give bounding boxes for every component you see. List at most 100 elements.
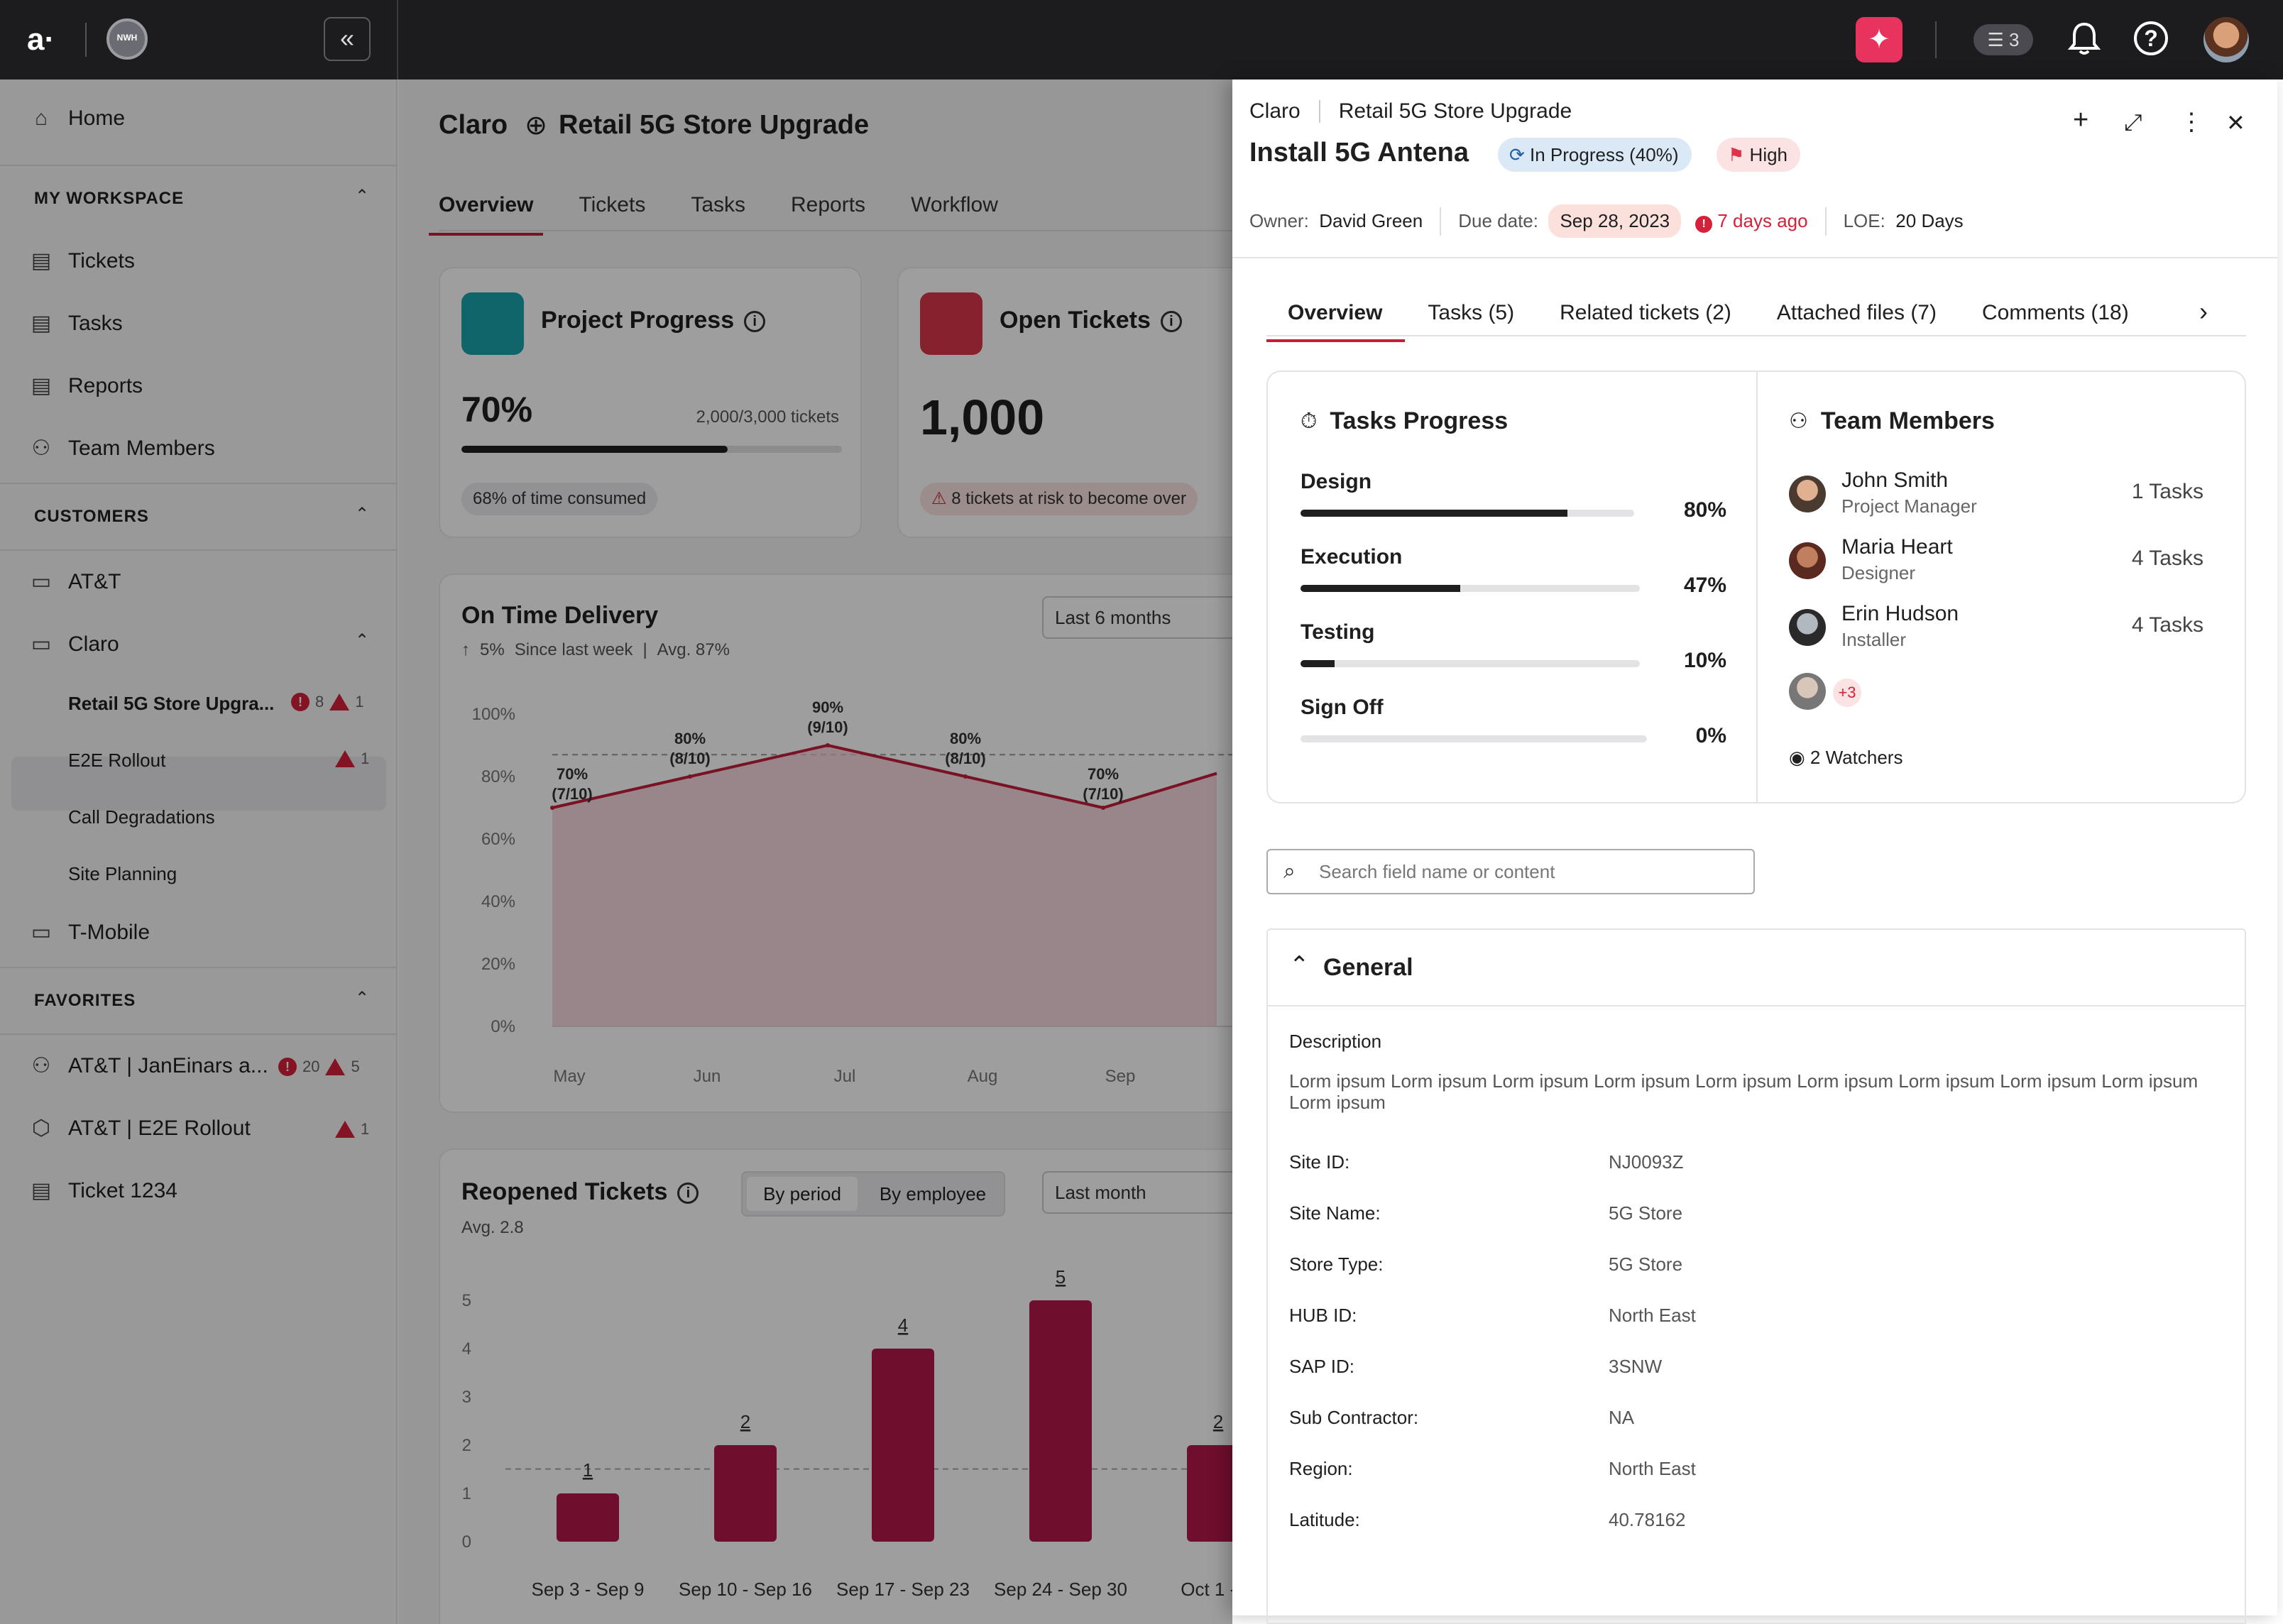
chevron-up-icon[interactable]: ⌃ — [355, 989, 370, 1008]
search-icon: ⌕ — [1283, 860, 1296, 883]
field-value[interactable]: 40.78162 — [1609, 1509, 1686, 1530]
tab-overview[interactable]: Overview — [428, 193, 544, 236]
section-customers[interactable]: CUSTOMERS — [34, 507, 149, 526]
member-name[interactable]: John Smith — [1841, 468, 1949, 492]
field-search-input[interactable]: ⌕ Search field name or content — [1266, 849, 1755, 894]
toggle-by-employee[interactable]: By employee — [879, 1183, 987, 1205]
breadcrumb-customer[interactable]: Claro — [439, 110, 508, 140]
sidebar-item-claro[interactable]: ▭ Claro — [0, 632, 398, 657]
favorite-item-att-janeinars[interactable]: ⚇ AT&T | JanEinars a... — [0, 1053, 398, 1078]
warning-count: 1 — [361, 1120, 370, 1138]
sidebar-item-home[interactable]: ⌂ Home — [0, 106, 398, 131]
field-value[interactable]: NJ0093Z — [1609, 1151, 1684, 1173]
status-badge[interactable]: ⟳ In Progress (40%) — [1498, 138, 1692, 172]
selected-item-highlight — [11, 757, 386, 811]
close-icon[interactable]: ✕ — [2226, 110, 2245, 136]
more-members-badge[interactable]: +3 — [1833, 679, 1861, 707]
app-logo[interactable]: a· — [27, 22, 55, 57]
modal-backdrop[interactable] — [0, 79, 1232, 1624]
section-favorites[interactable]: FAVORITES — [34, 991, 136, 1010]
field-value[interactable]: 5G Store — [1609, 1202, 1683, 1224]
watchers-text: 2 Watchers — [1810, 747, 1903, 768]
sidebar-item-reports[interactable]: ▤ Reports — [0, 373, 398, 398]
info-icon[interactable]: i — [744, 311, 766, 333]
section-my-workspace[interactable]: MY WORKSPACE — [34, 189, 185, 208]
sidebar-item-att[interactable]: ▭ AT&T — [0, 569, 398, 594]
sidebar-item-t-mobile[interactable]: ▭ T-Mobile — [0, 920, 398, 945]
data-label: 80% — [674, 730, 706, 747]
data-point — [1101, 806, 1105, 810]
owner-value[interactable]: David Green — [1319, 210, 1423, 231]
tab-overview[interactable]: Overview — [1266, 301, 1406, 342]
general-header[interactable]: ⌃ General — [1268, 930, 2245, 1006]
tab-tasks[interactable]: Tasks — [691, 193, 746, 216]
expand-icon[interactable]: ⤢ — [2124, 109, 2142, 135]
favorite-item-ticket-1234[interactable]: ▤ Ticket 1234 — [0, 1178, 398, 1203]
toolbar-divider — [1935, 21, 1937, 58]
collapse-sidebar-button[interactable]: « — [324, 17, 371, 61]
notifications-bell-icon[interactable] — [2066, 20, 2103, 57]
field-value[interactable]: 3SNW — [1609, 1356, 1663, 1377]
period-select[interactable]: Last 6 months — [1042, 596, 1232, 639]
member-name[interactable]: Erin Hudson — [1841, 602, 1959, 625]
info-icon[interactable]: i — [1160, 311, 1182, 333]
chevron-up-icon[interactable]: ⌃ — [355, 187, 370, 206]
chevron-right-icon[interactable]: › — [2199, 297, 2208, 326]
field-value[interactable]: NA — [1609, 1407, 1635, 1428]
loe-value: 20 Days — [1895, 210, 1964, 231]
sidebar-subitem-e2e-rollout[interactable]: E2E Rollout — [68, 750, 166, 771]
avatar[interactable] — [1789, 673, 1826, 710]
tab-attached-files[interactable]: Attached files (7) — [1776, 301, 1937, 324]
favorite-item-att-e2e[interactable]: ⬡ AT&T | E2E Rollout — [0, 1116, 398, 1141]
tab-tasks[interactable]: Tasks (5) — [1428, 301, 1515, 324]
main-content: Claro ⊕ Retail 5G Store Upgrade Overview… — [399, 79, 1232, 1624]
description-text: Lorm ipsum Lorm ipsum Lorm ipsum Lorm ip… — [1289, 1070, 2199, 1113]
breadcrumb-project[interactable]: Retail 5G Store Upgrade — [1338, 99, 1572, 123]
avatar[interactable] — [1789, 476, 1826, 512]
org-logo[interactable]: NWH — [106, 18, 148, 60]
more-vertical-icon[interactable]: ⋮ — [2179, 109, 2203, 136]
member-task-count[interactable]: 4 Tasks — [2131, 613, 2203, 637]
sidebar-subitem-site-planning[interactable]: Site Planning — [68, 863, 177, 884]
task-list-button[interactable]: ☰ 3 — [1973, 24, 2033, 55]
add-icon[interactable]: + — [2073, 105, 2089, 135]
ai-assistant-button[interactable]: ✦ — [1856, 17, 1902, 62]
progress-item-label: Testing — [1301, 620, 1375, 644]
period-select[interactable]: Last month — [1042, 1171, 1232, 1214]
due-date-value[interactable]: Sep 28, 2023 — [1548, 204, 1682, 238]
field-value[interactable]: 5G Store — [1609, 1253, 1683, 1275]
sidebar-subitem-call-degradations[interactable]: Call Degradations — [68, 806, 215, 828]
sidebar: ⌂ Home MY WORKSPACE ⌃ ▤ Tickets ▤ Tasks ▤ Re… — [0, 79, 398, 1624]
x-tick-label: Sep — [1105, 1067, 1136, 1086]
member-task-count[interactable]: 4 Tasks — [2131, 547, 2203, 570]
field-label: Sub Contractor: — [1289, 1407, 1419, 1428]
user-avatar[interactable] — [2203, 17, 2249, 62]
priority-badge[interactable]: ⚑ High — [1717, 138, 1801, 172]
toggle-by-period[interactable]: By period — [747, 1177, 858, 1211]
watchers[interactable]: ◉ 2 Watchers — [1789, 747, 1902, 769]
field-label: HUB ID: — [1289, 1305, 1357, 1326]
member-task-count[interactable]: 1 Tasks — [2131, 480, 2203, 503]
users-icon: ⚇ — [1789, 410, 1808, 433]
chevron-up-icon[interactable]: ⌃ — [355, 505, 370, 524]
chevron-up-icon[interactable]: ⌃ — [355, 631, 370, 650]
tab-reports[interactable]: Reports — [791, 193, 866, 216]
field-value[interactable]: North East — [1609, 1458, 1696, 1479]
field-value[interactable]: North East — [1609, 1305, 1696, 1326]
sidebar-item-tasks[interactable]: ▤ Tasks — [0, 311, 398, 336]
info-icon[interactable]: i — [677, 1183, 699, 1205]
avatar[interactable] — [1789, 542, 1826, 579]
member-name[interactable]: Maria Heart — [1841, 535, 1953, 559]
breadcrumb-customer[interactable]: Claro — [1249, 99, 1301, 123]
x-tick-label: Sep 10 - Sep 16 — [679, 1579, 812, 1600]
help-icon[interactable]: ? — [2134, 21, 2168, 55]
sidebar-item-tickets[interactable]: ▤ Tickets — [0, 248, 398, 273]
sidebar-item-team-members[interactable]: ⚇ Team Members — [0, 436, 398, 461]
avatar[interactable] — [1789, 609, 1826, 646]
tab-workflow[interactable]: Workflow — [911, 193, 998, 216]
tab-comments[interactable]: Comments (18) — [1981, 301, 2129, 324]
users-icon: ⚇ — [31, 437, 51, 460]
tab-tickets[interactable]: Tickets — [579, 193, 646, 216]
sidebar-subitem-retail-5g[interactable]: Retail 5G Store Upgra... — [68, 693, 275, 714]
tab-related-tickets[interactable]: Related tickets (2) — [1560, 301, 1731, 324]
